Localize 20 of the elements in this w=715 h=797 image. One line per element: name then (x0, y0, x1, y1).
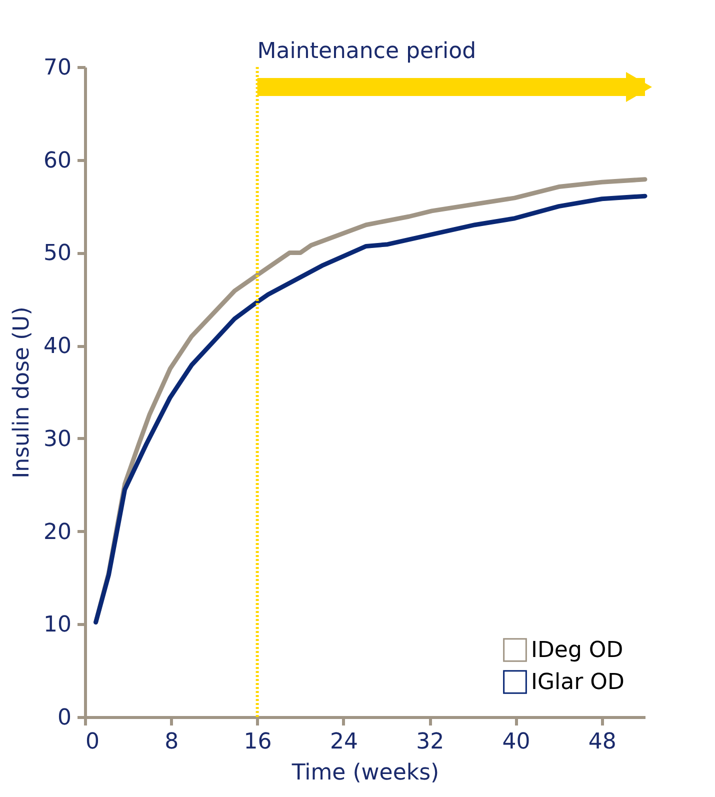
y-tick-label: 60 (44, 148, 72, 174)
y-tick-label: 70 (44, 56, 72, 80)
legend-label: IDeg OD (531, 638, 624, 663)
legend-label: IGlar OD (531, 670, 624, 695)
x-tick-label: 24 (330, 730, 358, 754)
x-tick-label: 48 (588, 730, 616, 754)
y-tick-label: 50 (44, 241, 72, 266)
y-tick-label: 30 (44, 426, 72, 452)
y-tick-label: 20 (44, 520, 72, 545)
y-tick-label: 10 (44, 612, 72, 638)
x-tick-label: 16 (244, 730, 272, 754)
x-tick-label: 8 (164, 730, 179, 754)
x-axis-title: Time (weeks) (290, 760, 440, 786)
x-tick-label: 40 (502, 730, 530, 754)
x-tick-label: 0 (86, 730, 100, 754)
y-axis-title: Insulin dose (U) (10, 306, 35, 478)
y-tick-label: 0 (58, 706, 72, 730)
text: Maintenance period (257, 39, 476, 64)
y-tick-label: 40 (44, 334, 72, 360)
x-tick-label: 32 (416, 730, 444, 754)
